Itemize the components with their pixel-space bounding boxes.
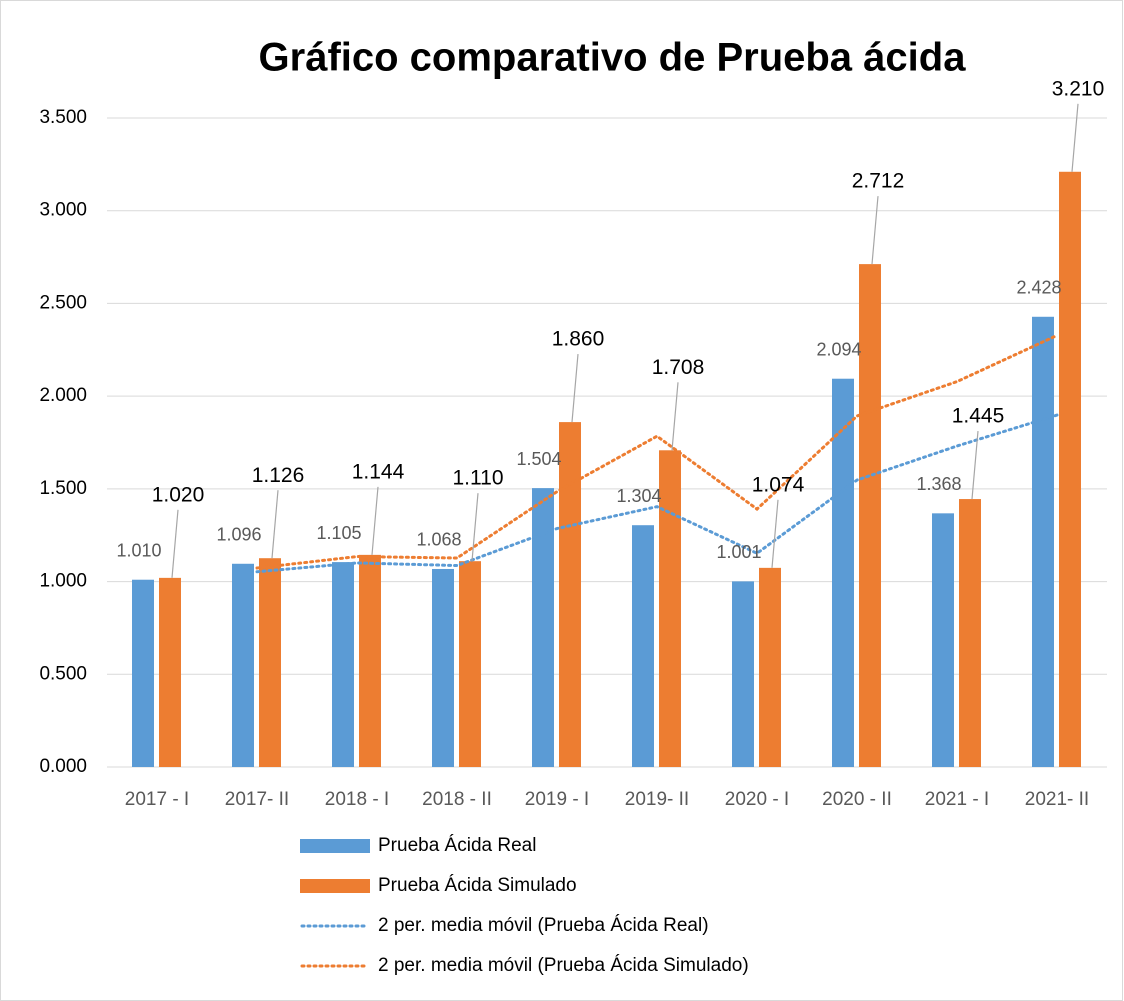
y-tick-label: 3.000	[39, 200, 87, 221]
data-label: 2.428	[1016, 278, 1061, 298]
data-label: 2.094	[816, 339, 861, 359]
x-tick-label: 2019- II	[625, 789, 689, 810]
bar	[232, 563, 254, 767]
leader-line	[271, 490, 279, 559]
y-tick-label: 1.000	[39, 571, 87, 592]
data-label: 1.110	[453, 467, 504, 490]
bar	[432, 568, 454, 767]
leader-line	[871, 196, 879, 265]
data-label: 1.504	[516, 449, 561, 469]
legend-swatch	[300, 879, 370, 893]
moving-average-line	[255, 413, 1059, 574]
leader-line	[171, 509, 179, 578]
legend-label: Prueba Ácida Simulado	[378, 875, 577, 896]
data-label: 1.010	[116, 540, 161, 560]
x-tick-label: 2020 - I	[725, 789, 789, 810]
y-tick-label: 1.500	[39, 478, 87, 499]
bar	[859, 264, 881, 767]
bar	[459, 561, 481, 767]
bar	[732, 581, 754, 767]
data-label: 1.074	[752, 473, 805, 496]
x-tick-label: 2017- II	[225, 789, 289, 810]
leader-line	[371, 486, 379, 555]
data-label: 3.210	[1052, 77, 1105, 100]
data-label: 1.445	[952, 405, 1005, 428]
leader-line	[971, 431, 979, 500]
data-label: 1.708	[652, 356, 705, 379]
bar	[632, 525, 654, 767]
leader-line	[771, 499, 779, 568]
data-label: 1.001	[716, 542, 761, 562]
data-label: 1.368	[916, 474, 961, 494]
bar	[832, 378, 854, 767]
legend-label: Prueba Ácida Real	[378, 835, 536, 856]
data-label: 1.860	[552, 328, 605, 351]
data-label: 1.068	[416, 530, 461, 550]
x-tick-label: 2019 - I	[525, 789, 589, 810]
leader-line	[671, 382, 679, 451]
data-label: 2.712	[852, 170, 905, 193]
legend-label: 2 per. media móvil (Prueba Ácida Real)	[378, 915, 709, 936]
x-tick-label: 2021 - I	[925, 789, 989, 810]
bar	[932, 513, 954, 767]
bar	[332, 562, 354, 767]
data-label: 1.304	[616, 486, 661, 506]
bar	[532, 488, 554, 767]
bar	[359, 554, 381, 767]
legend-swatch	[300, 839, 370, 853]
data-label: 1.126	[252, 464, 305, 487]
leader-line	[571, 354, 579, 423]
leader-line	[471, 493, 479, 562]
data-label: 1.020	[152, 483, 205, 506]
x-tick-label: 2020 - II	[822, 789, 892, 810]
x-tick-label: 2021- II	[1025, 789, 1089, 810]
bar	[759, 567, 781, 767]
y-tick-label: 0.000	[39, 756, 87, 777]
bar	[259, 558, 281, 767]
chart-title: Gráfico comparativo de Prueba ácida	[259, 36, 967, 80]
leader-line	[1071, 103, 1079, 172]
bar	[159, 577, 181, 767]
data-label: 1.144	[352, 460, 405, 483]
x-tick-label: 2018 - II	[422, 789, 492, 810]
bar	[659, 450, 681, 767]
bar	[559, 422, 581, 767]
y-tick-label: 2.000	[39, 385, 87, 406]
data-label: 1.105	[316, 523, 361, 543]
y-tick-label: 2.500	[39, 292, 87, 313]
bar	[1032, 316, 1054, 767]
bar	[1059, 171, 1081, 767]
moving-average-line	[255, 333, 1059, 570]
x-tick-label: 2017 - I	[125, 789, 189, 810]
legend-label: 2 per. media móvil (Prueba Ácida Simulad…	[378, 955, 749, 976]
data-label: 1.096	[216, 525, 261, 545]
bar	[959, 499, 981, 767]
x-tick-label: 2018 - I	[325, 789, 389, 810]
y-tick-label: 3.500	[39, 107, 87, 128]
y-tick-label: 0.500	[39, 663, 87, 684]
bar	[132, 579, 154, 767]
